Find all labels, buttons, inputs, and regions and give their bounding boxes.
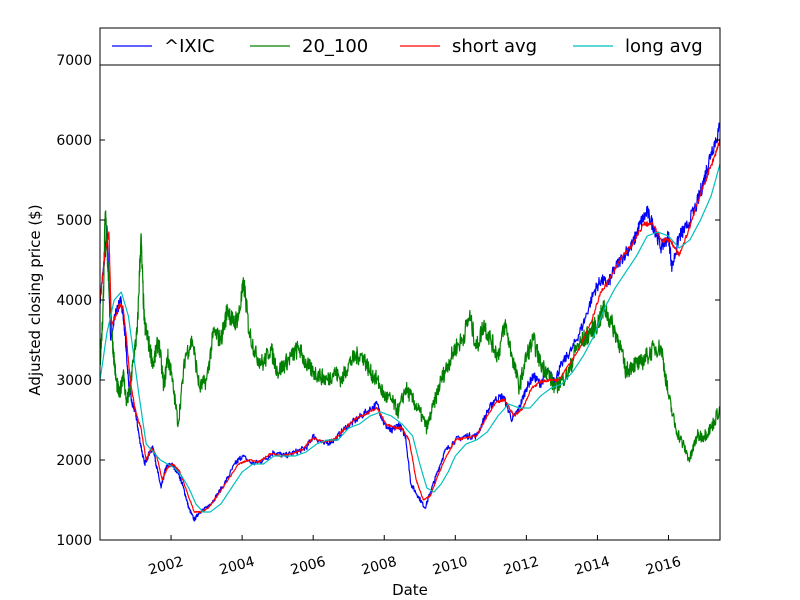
x-tick-label: 2004 (218, 554, 257, 579)
y-tick-label: 5000 (56, 213, 92, 229)
x-tick-label: 2012 (502, 554, 541, 579)
legend: ^IXIC 20_100 short avg long avg (99, 27, 721, 66)
x-tick-label: 2014 (573, 554, 612, 579)
y-tick-label: 4000 (56, 293, 92, 309)
x-tick-label: 2006 (289, 554, 328, 579)
series-layer (100, 122, 720, 522)
legend-label: short avg (452, 36, 537, 57)
y-tick-label: 1000 (56, 533, 92, 549)
x-tick-label: 2016 (644, 554, 683, 579)
series-line-20-100 (100, 210, 720, 463)
y-tick-label: 3000 (56, 373, 92, 389)
y-tick-label: 7000 (56, 53, 92, 69)
legend-label: long avg (625, 36, 703, 57)
y-tick-label: 2000 (56, 453, 92, 469)
y-axis-label: Adjusted closing price ($) (26, 204, 44, 395)
legend-label: 20_100 (302, 36, 368, 57)
x-tick-label: 2008 (360, 554, 399, 579)
y-tick-label: 6000 (56, 133, 92, 149)
y-axis: 1000 2000 3000 4000 5000 6000 7000 (56, 53, 720, 549)
x-tick-label: 2010 (431, 554, 470, 579)
x-tick-label: 2002 (147, 554, 186, 579)
series-line-long-avg (100, 163, 720, 513)
legend-label: ^IXIC (164, 36, 215, 57)
x-axis-label: Date (392, 581, 428, 599)
plot-area (100, 60, 720, 540)
